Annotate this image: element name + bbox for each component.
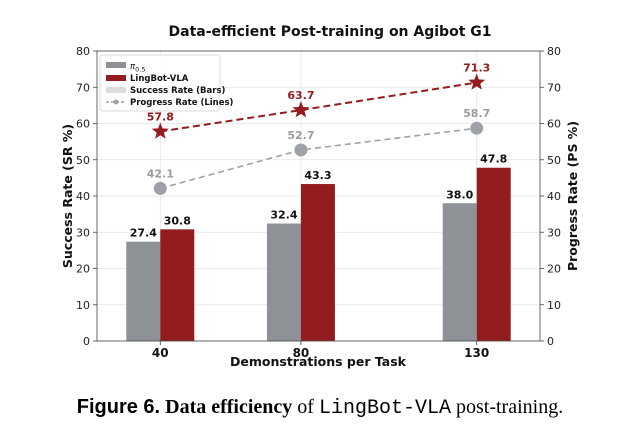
progress-point-pi05 bbox=[153, 181, 167, 195]
legend: π0.5 LingBot-VLA Success Rate (Bars) Pro… bbox=[99, 54, 234, 112]
y-axis-label-right: Progress Rate (PS %) bbox=[565, 121, 580, 271]
legend-lingbot: LingBot-VLA bbox=[130, 74, 189, 84]
progress-point-lingbot bbox=[292, 101, 310, 118]
progress-value-label: 42.1 bbox=[147, 167, 174, 180]
x-tick-label: 130 bbox=[464, 346, 489, 360]
progress-point-pi05 bbox=[294, 143, 308, 157]
y-tick-right: 60 bbox=[547, 118, 561, 131]
y-tick-right: 10 bbox=[547, 299, 561, 312]
chart-title: Data-efficient Post-training on Agibot G… bbox=[169, 24, 492, 40]
legend-swatch-pi05 bbox=[106, 62, 126, 68]
progress-value-label: 63.7 bbox=[287, 89, 314, 102]
bar-value-label: 32.4 bbox=[270, 209, 297, 222]
bar-pi05 bbox=[442, 203, 477, 341]
y-tick-right: 40 bbox=[547, 190, 561, 203]
bar-value-label: 47.8 bbox=[480, 153, 507, 166]
bar-lingbot bbox=[160, 229, 195, 341]
y-tick-right: 30 bbox=[547, 226, 561, 239]
x-ticks: 40 80 130 bbox=[152, 341, 489, 360]
bar-pi05 bbox=[266, 223, 301, 341]
bar-lingbot bbox=[300, 184, 335, 341]
y-tick-left: 30 bbox=[76, 226, 90, 239]
caption-of: of bbox=[292, 396, 319, 418]
progress-point-lingbot bbox=[151, 122, 169, 139]
y-ticks-right: 0 10 20 30 40 50 60 70 80 bbox=[540, 45, 561, 348]
y-tick-right: 70 bbox=[547, 81, 561, 94]
caption-figure-number: Figure 6. bbox=[76, 396, 161, 418]
y-tick-right: 50 bbox=[547, 154, 561, 167]
bar-value-label: 27.4 bbox=[130, 227, 157, 240]
legend-lines: Progress Rate (Lines) bbox=[130, 98, 234, 108]
y-tick-right: 80 bbox=[547, 45, 561, 58]
y-tick-left: 10 bbox=[76, 299, 90, 312]
y-tick-right: 0 bbox=[547, 335, 554, 348]
legend-swatch-lingbot bbox=[106, 75, 126, 81]
x-tick-label: 80 bbox=[293, 346, 310, 360]
legend-bars: Success Rate (Bars) bbox=[130, 86, 226, 96]
bar-value-label: 38.0 bbox=[446, 188, 473, 201]
legend-swatch-bars bbox=[106, 87, 126, 93]
figure-caption: Figure 6. Data efficiency of LingBot-VLA… bbox=[0, 396, 640, 420]
y-tick-left: 20 bbox=[76, 263, 90, 276]
y-tick-left: 60 bbox=[76, 118, 90, 131]
progress-point-lingbot bbox=[468, 73, 486, 90]
progress-value-label: 71.3 bbox=[463, 62, 490, 75]
y-axis-label-left: Success Rate (SR %) bbox=[60, 124, 75, 268]
y-tick-left: 70 bbox=[76, 81, 90, 94]
bar-value-label: 43.3 bbox=[304, 169, 331, 182]
chart: Data-efficient Post-training on Agibot G… bbox=[60, 24, 580, 369]
bars: 27.4 32.4 38.0 30.8 43.3 47.8 bbox=[126, 153, 511, 341]
bar-value-label: 30.8 bbox=[164, 214, 191, 227]
lines: 42.1 52.7 58.7 57.8 63.7 71.3 bbox=[147, 62, 490, 195]
y-tick-right: 20 bbox=[547, 263, 561, 276]
progress-value-label: 52.7 bbox=[287, 129, 314, 142]
y-tick-left: 0 bbox=[83, 335, 90, 348]
legend-line-marker bbox=[113, 99, 119, 105]
y-tick-left: 80 bbox=[76, 45, 90, 58]
legend-pi05: π0.5 bbox=[130, 62, 145, 74]
y-tick-left: 50 bbox=[76, 154, 90, 167]
progress-point-pi05 bbox=[470, 121, 484, 135]
caption-model: LingBot-VLA bbox=[318, 397, 451, 420]
bar-pi05 bbox=[126, 241, 161, 341]
caption-rest: post-training. bbox=[451, 396, 564, 418]
y-tick-left: 40 bbox=[76, 190, 90, 203]
legend-box bbox=[99, 54, 221, 112]
progress-line-lingbot bbox=[160, 81, 477, 133]
progress-value-label: 57.8 bbox=[147, 110, 174, 123]
y-ticks-left: 0 10 20 30 40 50 60 70 80 bbox=[76, 45, 97, 348]
progress-value-label: 58.7 bbox=[463, 107, 490, 120]
x-axis-label: Demonstrations per Task bbox=[230, 354, 407, 369]
bar-lingbot bbox=[476, 167, 511, 341]
caption-bold: Data efficiency bbox=[165, 396, 293, 418]
x-tick-label: 40 bbox=[152, 346, 169, 360]
